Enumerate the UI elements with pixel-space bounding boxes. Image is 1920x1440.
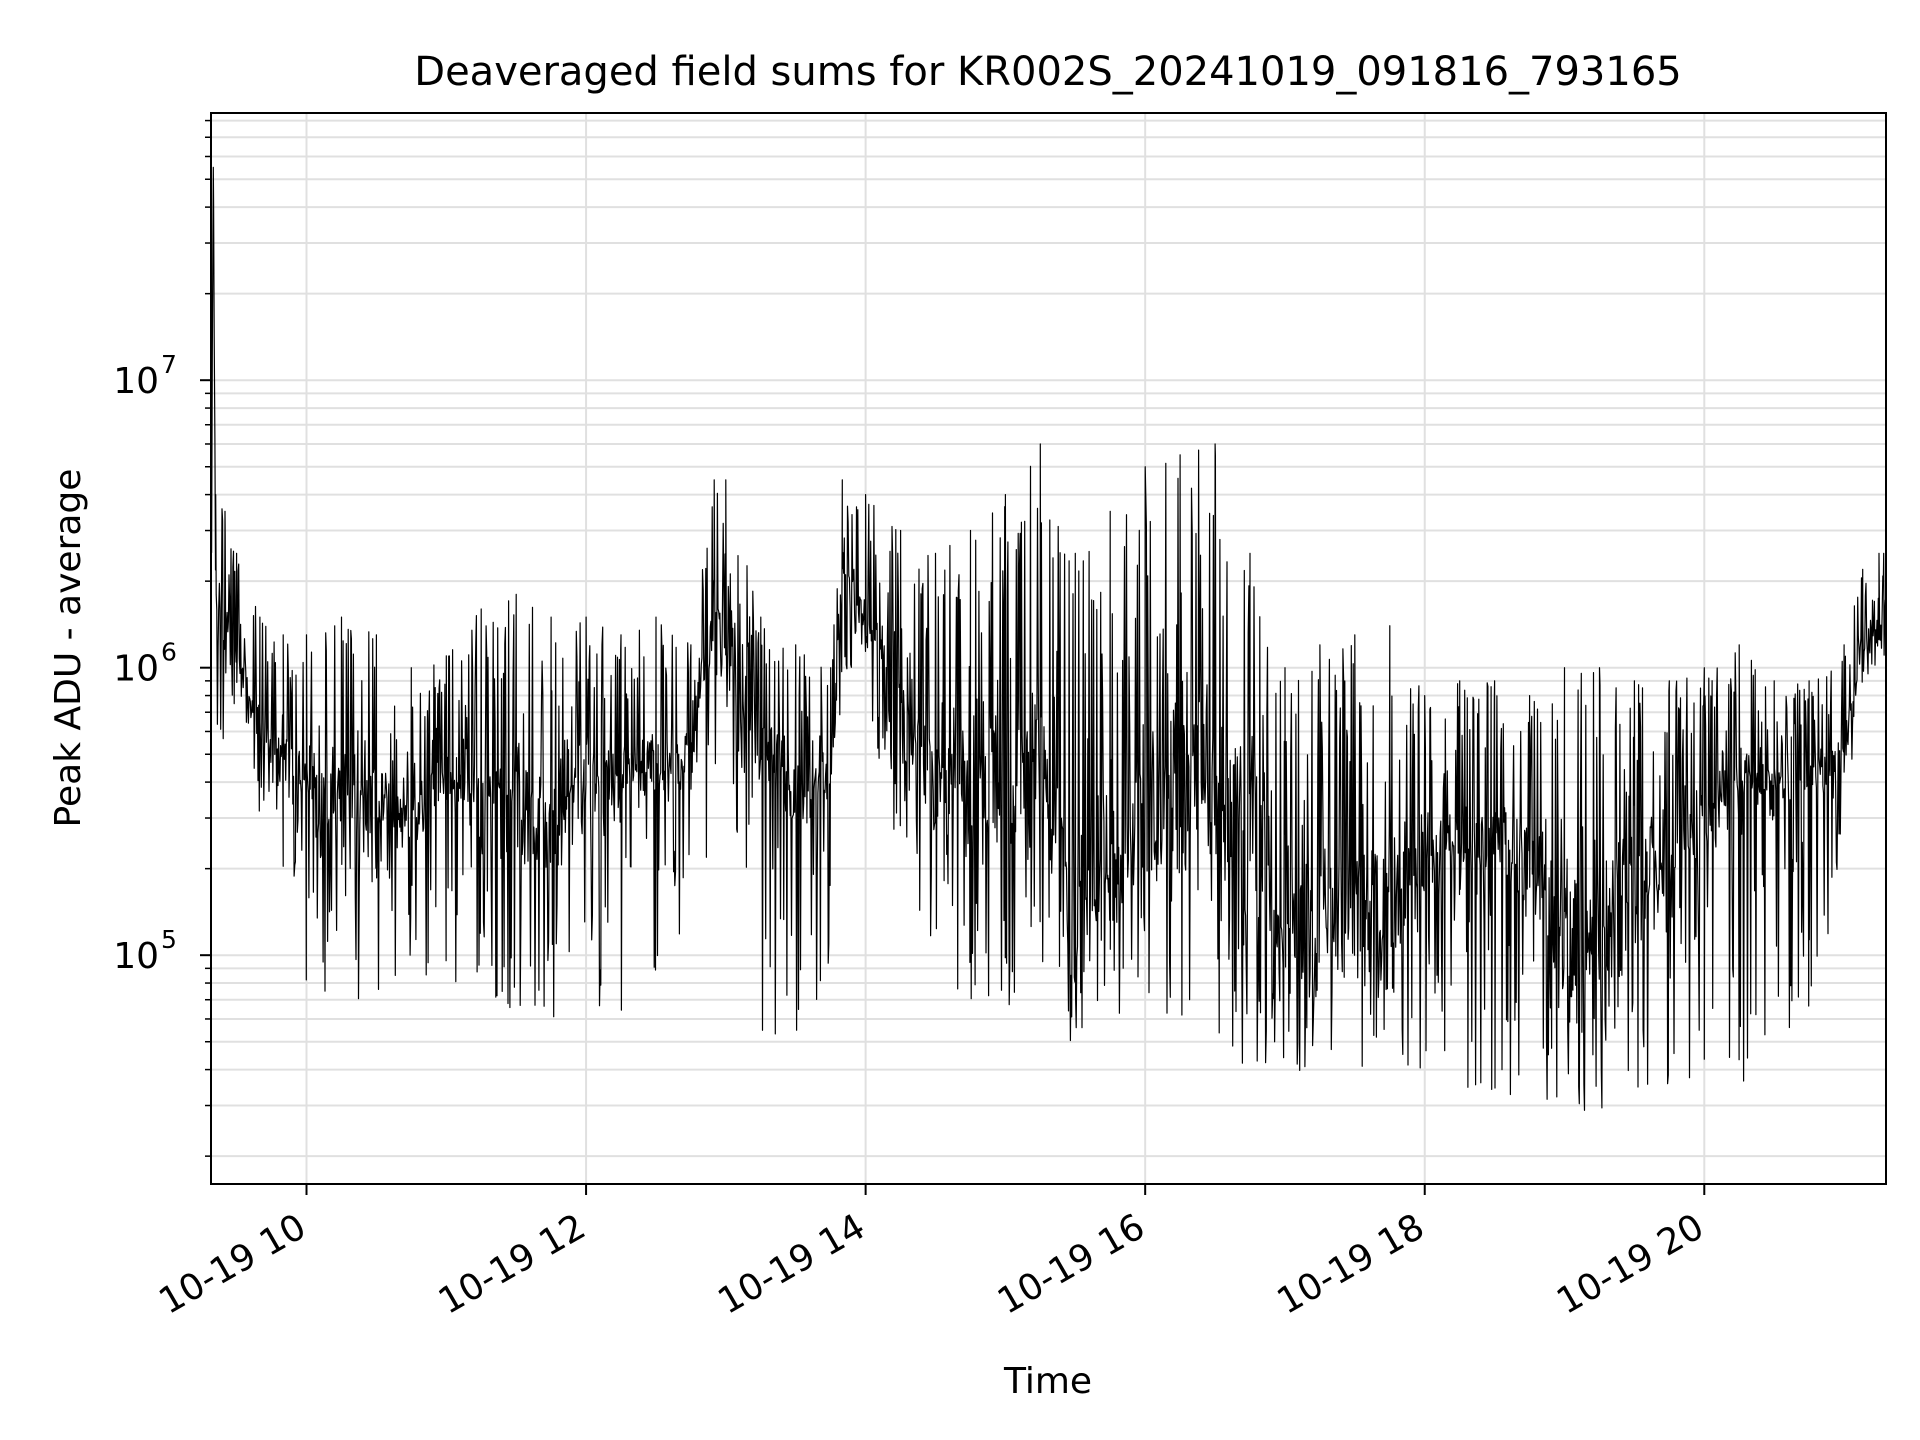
y-tick-label: 10 — [113, 361, 159, 402]
y-tick-label: 10 — [113, 649, 159, 690]
y-axis-label: Peak ADU - average — [48, 469, 89, 828]
series-layer — [210, 166, 1887, 1111]
plot-frame — [210, 112, 1887, 1185]
y-tick-label: 10 — [113, 936, 159, 977]
series-line — [210, 166, 1887, 1111]
x-axis-label: Time — [1003, 1361, 1092, 1402]
y-tick-label-exponent: 6 — [161, 638, 177, 667]
y-tick-label-exponent: 7 — [161, 350, 177, 379]
y-tick-label-exponent: 5 — [161, 925, 177, 954]
chart-title: Deaveraged field sums for KR002S_2024101… — [414, 49, 1681, 95]
